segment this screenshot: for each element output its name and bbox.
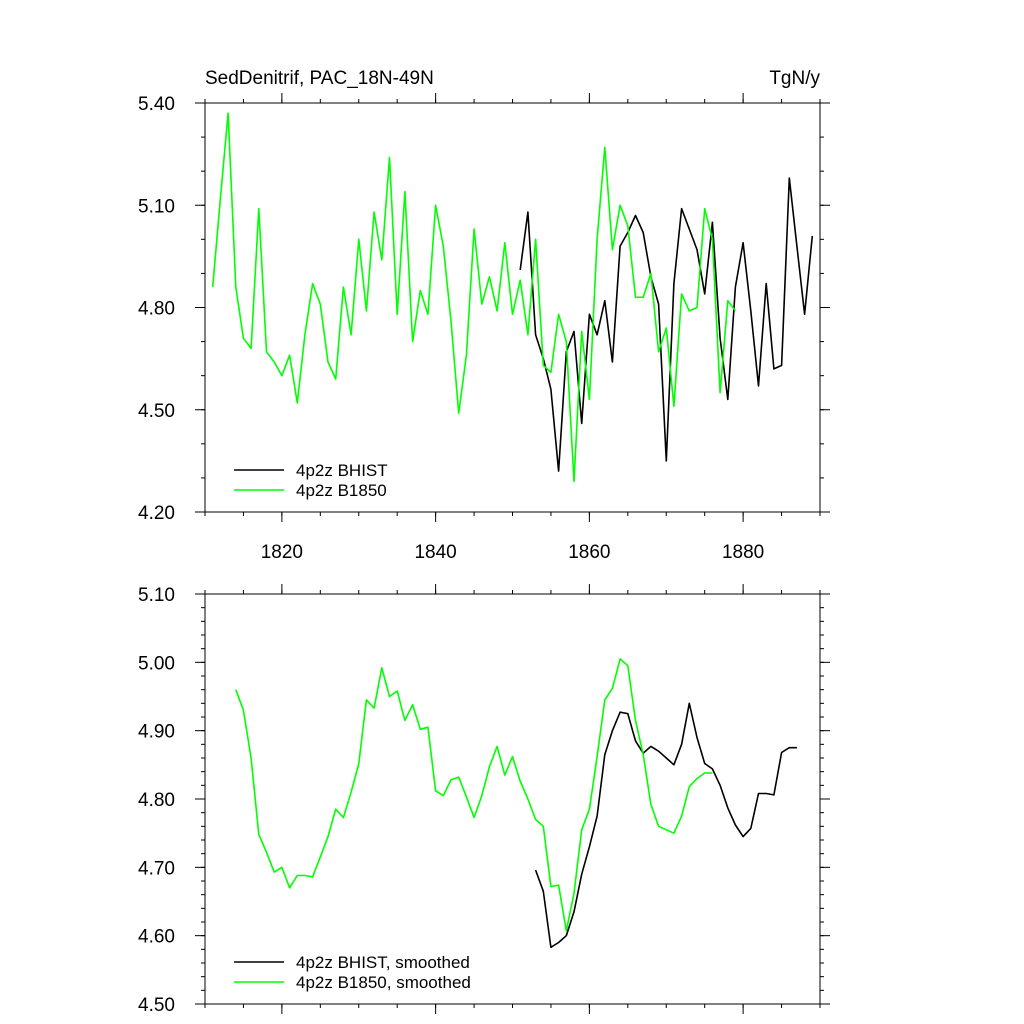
top-y-tick-label: 4.20 — [138, 503, 175, 524]
top-x-tick-label: 1860 — [568, 542, 610, 563]
top-y-tick-label: 5.10 — [138, 196, 175, 217]
top-y-tick-label: 4.80 — [138, 299, 175, 320]
top-y-tick-label: 5.40 — [138, 94, 175, 115]
top-panel: SedDenitrif, PAC_18N-49N TgN/y 1820 1840 1… — [138, 68, 830, 563]
top-series-line-bhist — [519, 177, 814, 472]
bottom-y-tick-label: 4.50 — [138, 995, 175, 1016]
bottom-legend: 4p2z BHIST, smoothed 4p2z B1850, smoothe… — [234, 953, 471, 992]
bottom-series-line-b1850 — [235, 658, 713, 932]
bottom-axis-ticks: 4.50 4.60 4.70 4.80 4.90 5.00 5.10 — [138, 584, 830, 1016]
top-x-tick-label: 1840 — [414, 542, 456, 563]
legend-label-bhist: 4p2z BHIST — [296, 461, 388, 480]
legend-label-b1850-smoothed: 4p2z B1850, smoothed — [296, 973, 471, 992]
bottom-y-tick-label: 4.90 — [138, 722, 175, 743]
legend-label-bhist-smoothed: 4p2z BHIST, smoothed — [296, 953, 470, 972]
top-y-tick-label: 4.50 — [138, 401, 175, 422]
bottom-series-line-bhist — [534, 702, 797, 949]
top-legend: 4p2z BHIST 4p2z B1850 — [234, 461, 388, 500]
legend-label-b1850: 4p2z B1850 — [296, 481, 387, 500]
bottom-series-lines — [235, 658, 797, 949]
bottom-y-tick-label: 4.60 — [138, 927, 175, 948]
bottom-y-tick-label: 5.10 — [138, 585, 175, 606]
top-series-lines — [211, 112, 814, 483]
chart-units-label: TgN/y — [769, 68, 820, 89]
top-x-tick-label: 1820 — [261, 542, 303, 563]
top-axis-ticks: 1820 1840 1860 1880 4.20 4.50 4.80 5.10 5.40 — [138, 93, 830, 563]
bottom-plot-frame — [204, 593, 821, 1005]
top-plot-frame — [204, 102, 821, 513]
chart-title-left: SedDenitrif, PAC_18N-49N — [205, 68, 434, 89]
bottom-y-tick-label: 4.70 — [138, 858, 175, 879]
bottom-y-tick-label: 5.00 — [138, 653, 175, 674]
top-series-line-b1850 — [211, 112, 737, 483]
bottom-panel: 4.50 4.60 4.70 4.80 4.90 5.00 5.10 4p2z BHIST,… — [138, 584, 830, 1016]
top-x-tick-label: 1880 — [722, 542, 764, 563]
bottom-y-tick-label: 4.80 — [138, 790, 175, 811]
